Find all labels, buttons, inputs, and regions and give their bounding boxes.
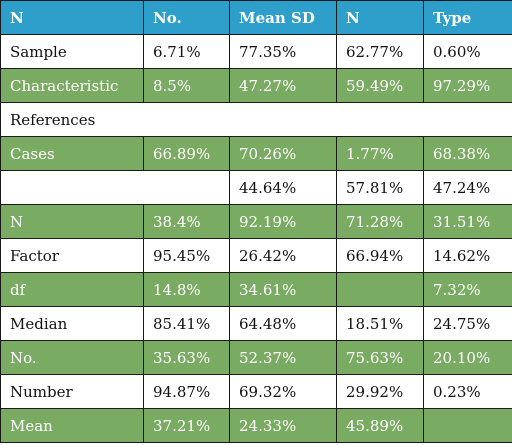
table-cell: 47.24% [423, 170, 512, 205]
table-cell: 38.4% [143, 204, 230, 239]
table-cell: 14.8% [143, 272, 230, 307]
table-row: Characteristic 8.5% 47.27% 59.49% 97.29% [0, 68, 512, 103]
table-row: Number 94.87% 69.32% 29.92% 0.23% [0, 374, 512, 409]
table-cell: 70.26% [229, 136, 337, 171]
table-cell: 14.62% [423, 238, 512, 273]
row-label: Sample [0, 34, 144, 69]
table-cell [336, 272, 424, 307]
table-cell [0, 170, 230, 205]
column-header: N [0, 0, 144, 35]
row-label: Cases [0, 136, 144, 171]
row-label: Characteristic [0, 68, 144, 103]
table-cell: 44.64% [229, 170, 337, 205]
table-row: 44.64% 57.81% 47.24% [0, 170, 512, 205]
table-cell: 31.51% [423, 204, 512, 239]
table-cell: 45.89% [336, 408, 424, 443]
table-cell: 52.37% [229, 340, 337, 375]
table-cell: 35.63% [143, 340, 230, 375]
table-row: df 14.8% 34.61% 7.32% [0, 272, 512, 307]
table-cell: 6.71% [143, 34, 230, 69]
column-header: Mean SD [229, 0, 337, 35]
table-cell: 68.38% [423, 136, 512, 171]
table-cell [423, 408, 512, 443]
table-cell: 59.49% [336, 68, 424, 103]
table-cell: 92.19% [229, 204, 337, 239]
table-cell: 97.29% [423, 68, 512, 103]
table-cell: 18.51% [336, 306, 424, 341]
table-section-label: References [0, 102, 512, 137]
row-label: Number [0, 374, 144, 409]
table-row: N 38.4% 92.19% 71.28% 31.51% [0, 204, 512, 239]
table-row: Sample 6.71% 77.35% 62.77% 0.60% [0, 34, 512, 69]
table-cell: 95.45% [143, 238, 230, 273]
header-row: N No. Mean SD N Type [0, 0, 512, 35]
table-row: Factor 95.45% 26.42% 66.94% 14.62% [0, 238, 512, 273]
table-cell: 75.63% [336, 340, 424, 375]
table-cell: 26.42% [229, 238, 337, 273]
table-row: Cases 66.89% 70.26% 1.77% 68.38% [0, 136, 512, 171]
table-row: References [0, 102, 512, 137]
row-label: No. [0, 340, 144, 375]
table-cell: 37.21% [143, 408, 230, 443]
table-row: No. 35.63% 52.37% 75.63% 20.10% [0, 340, 512, 375]
table-cell: 77.35% [229, 34, 337, 69]
table-row: Mean 37.21% 24.33% 45.89% [0, 408, 512, 443]
table-cell: 24.75% [423, 306, 512, 341]
table-cell: 0.60% [423, 34, 512, 69]
table-cell: 66.89% [143, 136, 230, 171]
table-cell: 8.5% [143, 68, 230, 103]
table-body: Sample 6.71% 77.35% 62.77% 0.60% Characterist… [0, 34, 512, 443]
table-cell: 57.81% [336, 170, 424, 205]
column-header: No. [143, 0, 230, 35]
table-cell: 64.48% [229, 306, 337, 341]
table-cell: 62.77% [336, 34, 424, 69]
table-cell: 34.61% [229, 272, 337, 307]
table-cell: 0.23% [423, 374, 512, 409]
column-header: Type [423, 0, 512, 35]
table-cell: 7.32% [423, 272, 512, 307]
table-cell: 94.87% [143, 374, 230, 409]
table-cell: 24.33% [229, 408, 337, 443]
table-cell: 69.32% [229, 374, 337, 409]
table-cell: 29.92% [336, 374, 424, 409]
row-label: N [0, 204, 144, 239]
table-cell: 1.77% [336, 136, 424, 171]
table-cell: 20.10% [423, 340, 512, 375]
table-cell: 85.41% [143, 306, 230, 341]
column-header: N [336, 0, 424, 35]
row-label: df [0, 272, 144, 307]
table-row: Median 85.41% 64.48% 18.51% 24.75% [0, 306, 512, 341]
row-label: Median [0, 306, 144, 341]
table-cell: 47.27% [229, 68, 337, 103]
table-cell: 66.94% [336, 238, 424, 273]
row-label: Factor [0, 238, 144, 273]
table-cell: 71.28% [336, 204, 424, 239]
row-label: Mean [0, 408, 144, 443]
